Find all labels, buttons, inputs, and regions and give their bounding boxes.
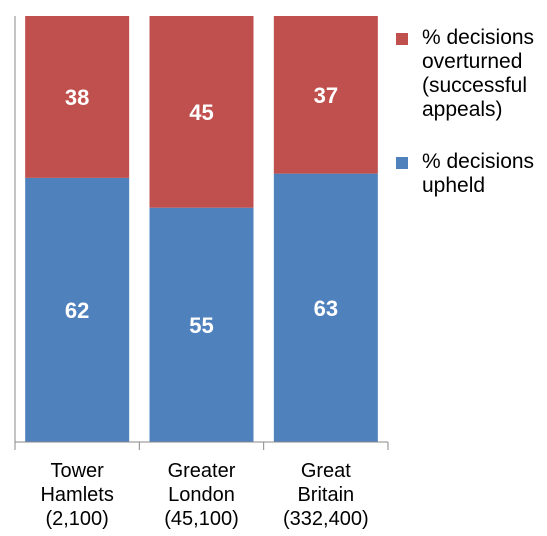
- bar-overturned-2: [149, 16, 254, 208]
- legend-swatch-upheld: [396, 157, 408, 169]
- legend-label-upheld: % decisions upheld: [422, 150, 535, 197]
- data-label-overturned-2: 45: [189, 100, 213, 125]
- data-label-upheld-2: 55: [189, 313, 213, 338]
- legend-item-upheld: % decisions upheld: [396, 150, 546, 198]
- plot-area: 62 38 Tower Hamlets (2,100) 55 45 Greater London…: [14, 16, 389, 530]
- data-label-overturned-1: 38: [65, 85, 89, 110]
- legend: % decisions overturned (successful appea…: [396, 26, 546, 198]
- data-label-overturned-3: 37: [314, 83, 338, 108]
- category-label-2: Greater London (45,100): [164, 460, 239, 530]
- category-label-3: Great Britain (332,400): [283, 460, 369, 530]
- bar-upheld-3: [273, 173, 378, 442]
- legend-swatch-overturned: [396, 33, 408, 45]
- legend-label-overturned: % decisions overturned (successful appea…: [422, 26, 535, 121]
- legend-item-overturned: % decisions overturned (successful appea…: [396, 26, 546, 122]
- bar-upheld-2: [149, 207, 254, 442]
- data-label-upheld-1: 62: [65, 298, 89, 323]
- bar-overturned-3: [273, 16, 378, 174]
- category-label-1: Tower Hamlets (2,100): [40, 460, 113, 530]
- bar-upheld-1: [25, 177, 130, 442]
- bar-overturned-1: [25, 16, 130, 178]
- data-label-upheld-3: 63: [314, 296, 338, 321]
